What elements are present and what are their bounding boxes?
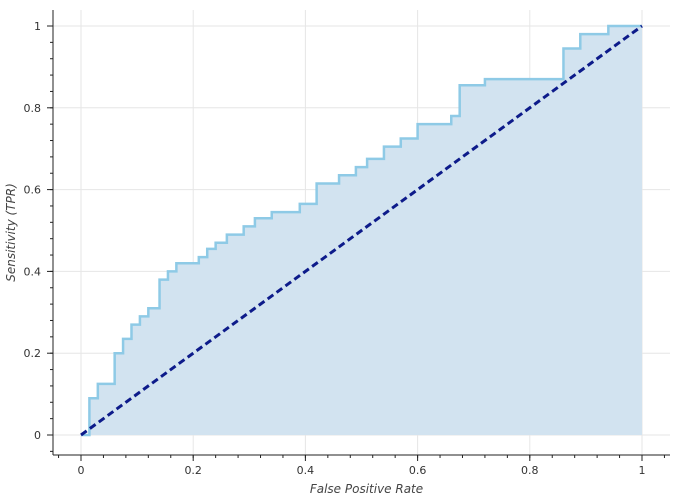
x-tick-label: 0.6 bbox=[409, 464, 427, 477]
diagonal-reference-line bbox=[80, 24, 643, 437]
x-tick-label: 0.8 bbox=[521, 464, 539, 477]
y-tick-label: 1 bbox=[34, 20, 41, 33]
x-tick-label: 0 bbox=[78, 464, 85, 477]
y-tick-label: 0.8 bbox=[24, 102, 42, 115]
y-tick-label: 0 bbox=[34, 429, 41, 442]
y-tick-label: 0.2 bbox=[24, 347, 42, 360]
x-tick-label: 0.2 bbox=[184, 464, 202, 477]
y-axis-label: Sensitivity (TPR) bbox=[4, 183, 18, 282]
x-axis-label: False Positive Rate bbox=[310, 482, 423, 496]
roc-curve-line bbox=[81, 24, 642, 437]
x-tick-label: 0.4 bbox=[297, 464, 315, 477]
plot-area bbox=[80, 24, 643, 437]
y-tick-label: 0.6 bbox=[24, 184, 42, 197]
x-tick-label: 1 bbox=[639, 464, 646, 477]
axes: 0 0.2 0.4 0.6 0.8 1 0 0.2 0.4 0.6 0.8 1 bbox=[24, 10, 670, 477]
y-tick-label: 0.4 bbox=[24, 265, 42, 278]
